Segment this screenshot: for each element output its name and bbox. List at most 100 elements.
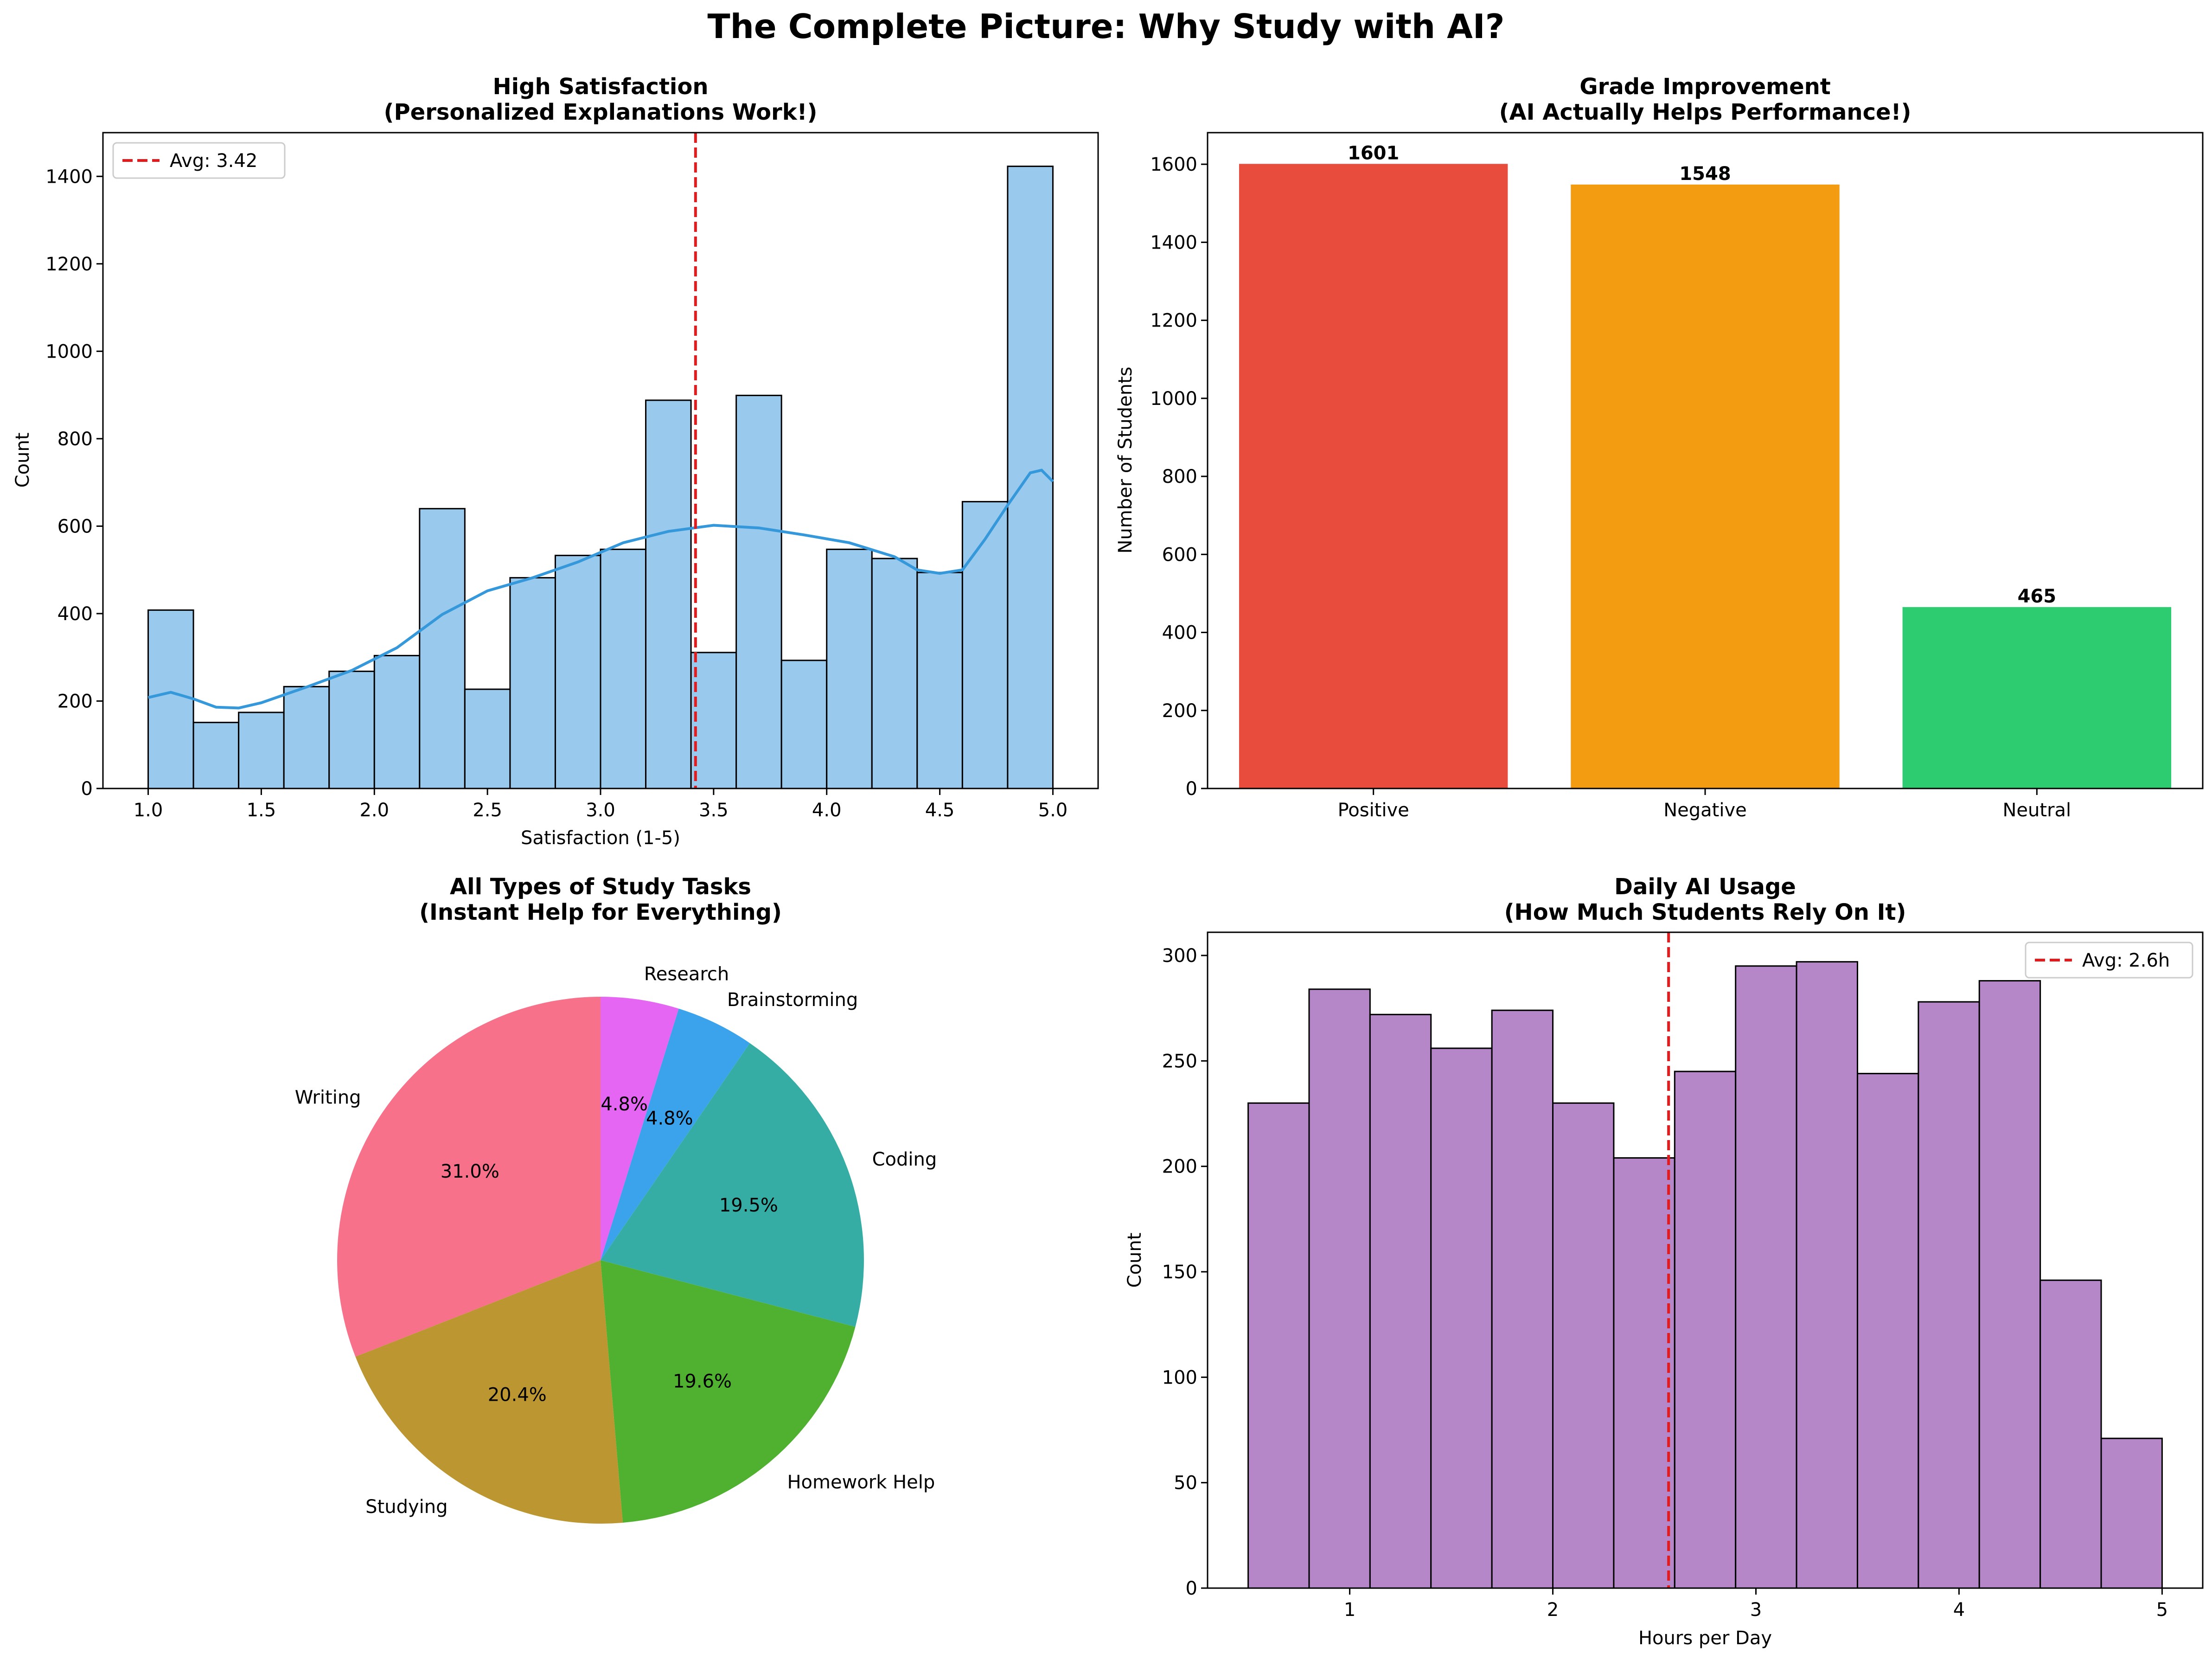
grade-bar-positive [1239,164,1508,789]
grade-ylabel: Number of Students [1115,367,1136,554]
satisfaction-bin-bar [328,670,375,789]
pie-category-label: Studying [365,1496,448,1518]
satisfaction-bin-bar [871,558,918,789]
grade-ytick-label: 1400 [1150,232,1197,253]
grade-ytick-label: 200 [1162,700,1197,722]
pie-category-label: Homework Help [787,1472,935,1493]
satisfaction-ytick-label: 1200 [45,254,93,275]
satisfaction-xtick-label: 3.0 [586,800,615,821]
grade-ytick-label: 1200 [1150,310,1197,332]
satisfaction-ytick-label: 0 [81,778,93,800]
usage-bin-bar [1978,980,2041,1589]
usage-bin-bar [1674,1070,1737,1589]
satisfaction-xtick-label: 4.5 [925,800,955,821]
pie-percent-label: 19.5% [719,1195,778,1216]
satisfaction-title: High Satisfaction [492,74,708,100]
satisfaction-legend-label: Avg: 3.42 [170,150,257,172]
grade-xtick-label: Negative [1663,800,1747,821]
usage-ytick-label: 50 [1174,1473,1197,1494]
usage-bin-bar [1918,1001,1980,1589]
satisfaction-bin-bar [283,686,330,789]
grade-subtitle: (AI Actually Helps Performance!) [1499,99,1912,125]
grade-xtick-label: Neutral [2003,800,2071,821]
pie-slice-homework-help [601,1260,856,1523]
satisfaction-bin-bar [238,711,285,789]
grade-title: Grade Improvement [1579,74,1831,100]
grade-ytick-label: 1600 [1150,154,1197,175]
satisfaction-bin-bar [916,571,963,789]
satisfaction-xtick-label: 3.5 [699,800,729,821]
grade-ytick-label: 1000 [1150,388,1197,410]
usage-xtick-label: 3 [1750,1599,1762,1621]
satisfaction-bin-bar [690,652,737,789]
usage-xtick-label: 4 [1953,1599,1965,1621]
pie-percent-label: 31.0% [441,1161,499,1182]
satisfaction-xtick-label: 5.0 [1038,800,1068,821]
satisfaction-kde-line [147,468,1054,710]
satisfaction-ytick-label: 400 [58,603,93,625]
pie-slice-writing [337,997,601,1357]
satisfaction-ytick-label: 600 [58,516,93,537]
grade-bar-value-label: 465 [2018,586,2057,607]
usage-axes-frame [1207,931,2204,1589]
usage-xlabel: Hours per Day [1638,1628,1772,1649]
pie-percent-label: 19.6% [673,1371,732,1392]
satisfaction-bin-bar [735,395,782,789]
usage-bin-bar [2039,1279,2102,1589]
satisfaction-bin-bar [826,548,873,789]
pie-category-label: Coding [872,1149,937,1170]
usage-ytick-label: 150 [1162,1262,1197,1283]
satisfaction-subtitle: (Personalized Explanations Work!) [384,99,818,125]
usage-legend-box [2025,942,2193,979]
usage-bin-bar [1247,1102,1310,1589]
pie-slice-research [601,997,679,1260]
usage-bin-bar [1613,1157,1675,1589]
satisfaction-bin-bar [600,548,647,789]
figure-title: The Complete Picture: Why Study with AI? [708,7,1505,46]
usage-bin-bar [1491,1009,1554,1589]
pie-title: All Types of Study Tasks [450,874,751,900]
study-tasks-pie-panel: All Types of Study Tasks (Instant Help f… [295,874,937,1524]
satisfaction-histogram-panel: High Satisfaction (Personalized Explanat… [12,74,1099,849]
usage-legend-label: Avg: 2.6h [2082,950,2170,971]
satisfaction-bin-bar [554,555,601,789]
pie-slice-coding [601,1043,864,1327]
usage-ytick-label: 300 [1162,945,1197,967]
usage-bin-bar [1735,965,1797,1589]
pie-category-label: Writing [295,1087,361,1108]
usage-bin-bar [1308,988,1371,1589]
satisfaction-legend-box [112,142,286,179]
usage-bin-bar [1552,1102,1615,1589]
usage-title: Daily AI Usage [1614,874,1796,900]
usage-bin-bar [1856,1073,1919,1589]
satisfaction-ytick-label: 1000 [45,341,93,362]
satisfaction-bin-bar [509,577,556,789]
usage-ytick-label: 0 [1186,1578,1197,1599]
grade-ytick-label: 600 [1162,544,1197,565]
grade-axes-frame [1207,132,2204,789]
satisfaction-bin-bar [464,688,511,789]
satisfaction-ytick-label: 1400 [45,166,93,187]
grade-improvement-panel: Grade Improvement (AI Actually Helps Per… [1115,74,2204,821]
satisfaction-xtick-label: 2.0 [359,800,389,821]
usage-subtitle: (How Much Students Rely On It) [1504,899,1906,925]
satisfaction-bin-bar [645,399,692,789]
pie-percent-label: 20.4% [488,1384,547,1406]
grade-bar-value-label: 1548 [1679,163,1731,185]
satisfaction-ylabel: Count [12,433,33,488]
grade-ytick-label: 400 [1162,622,1197,644]
usage-xtick-label: 1 [1344,1599,1355,1621]
grade-bar-negative [1571,184,1840,789]
satisfaction-xlabel: Satisfaction (1-5) [521,827,680,849]
usage-ylabel: Count [1124,1233,1145,1288]
usage-bin-bar [2100,1437,2163,1589]
pie-percent-label: 4.8% [601,1094,648,1115]
pie-slice-studying [355,1260,623,1524]
pie-percent-label: 4.8% [646,1108,693,1129]
grade-bar-neutral [1902,607,2172,788]
satisfaction-xtick-label: 2.5 [473,800,502,821]
satisfaction-bin-bar [1007,166,1054,789]
satisfaction-bin-bar [373,654,421,789]
grade-ytick-label: 800 [1162,466,1197,487]
